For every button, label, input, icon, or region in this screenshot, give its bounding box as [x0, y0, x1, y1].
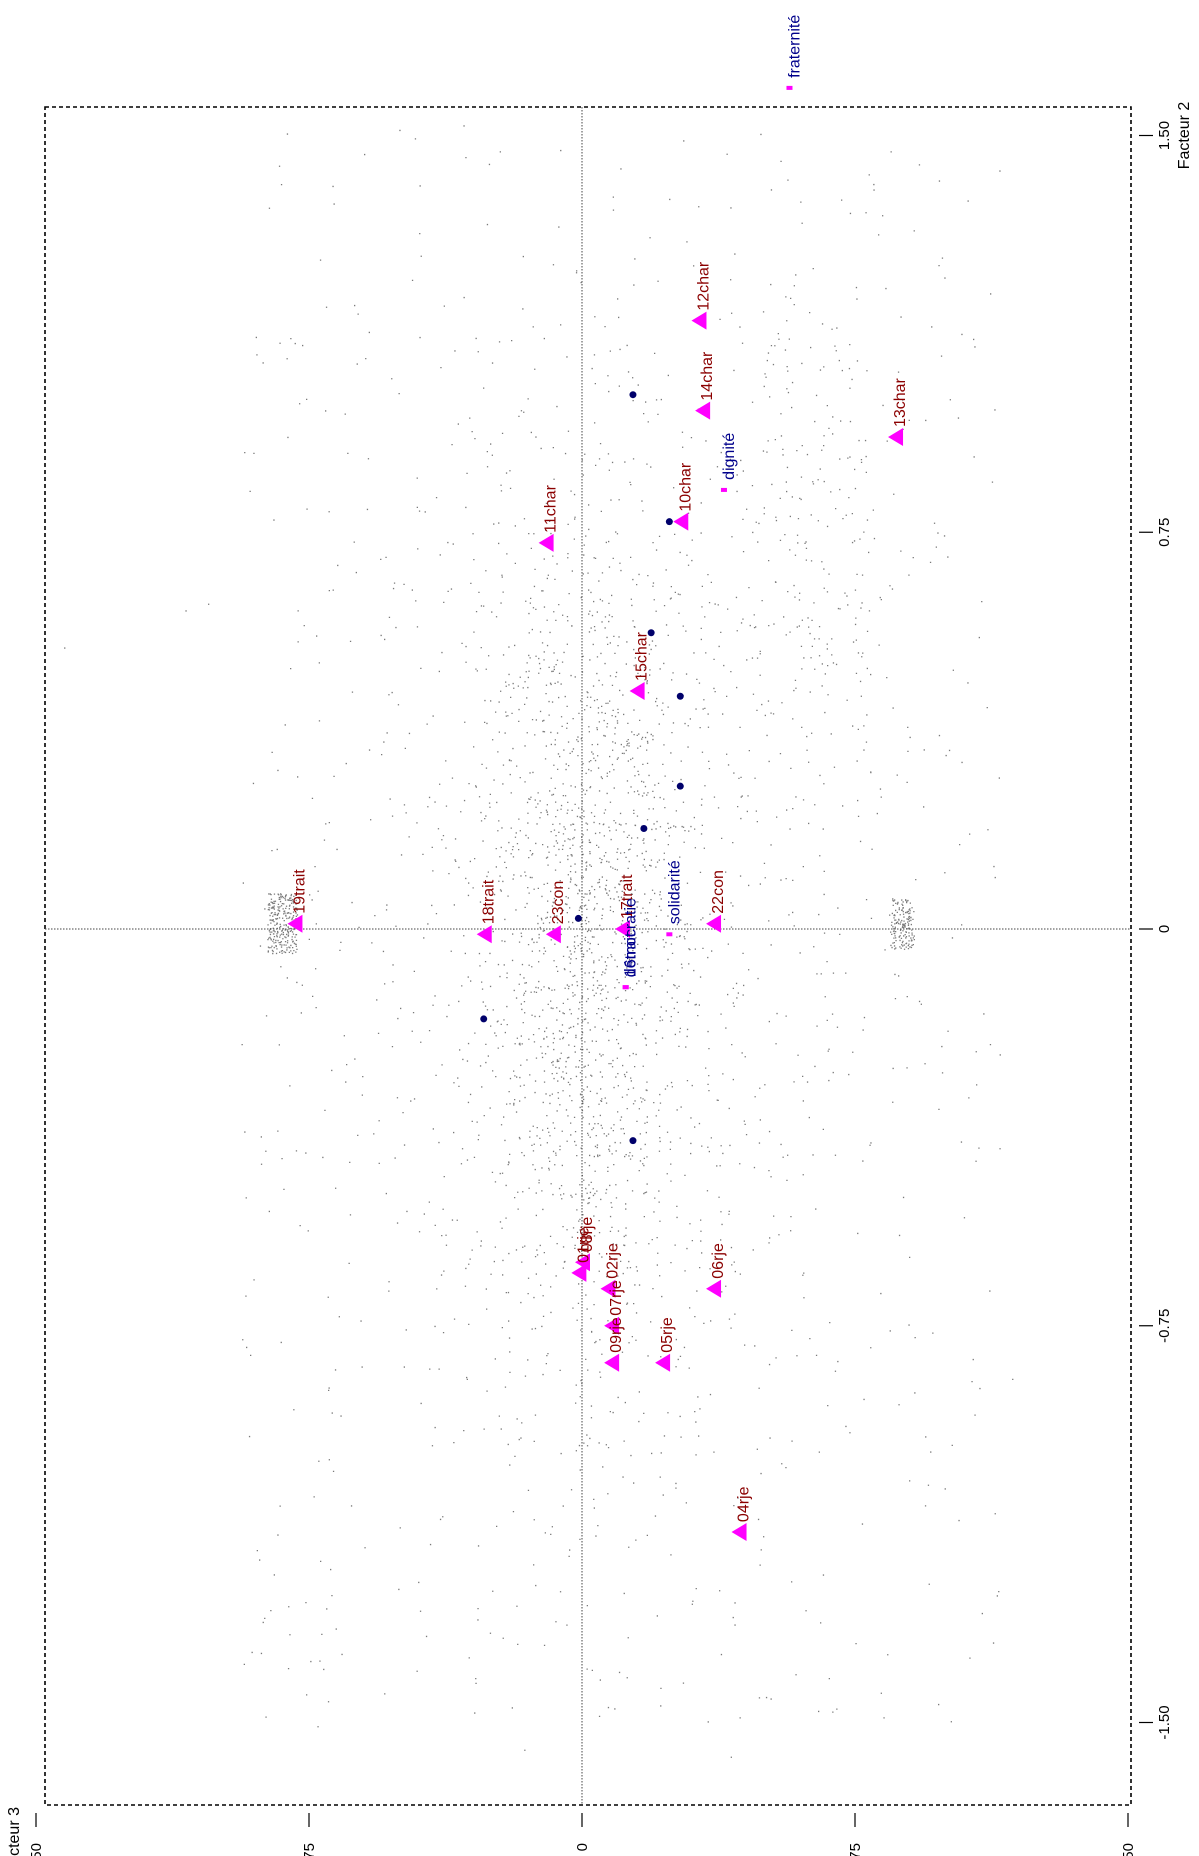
triangle-marker [691, 311, 707, 330]
dot-marker [647, 629, 655, 637]
dot-marker [640, 824, 648, 832]
triangle-marker [615, 920, 631, 938]
point-label: 12char [695, 261, 712, 311]
y-tick-label: 1.50 [28, 1843, 45, 1856]
triangle-marker [545, 925, 561, 944]
triangle-marker [655, 1353, 671, 1372]
x-tick-label: 1.50 [1156, 121, 1173, 150]
x-tick-label: 0.75 [1156, 518, 1173, 547]
data-labels: 12char 14char 13char 10char 11char 15char 19tr… [291, 15, 909, 1522]
dot-marker [574, 914, 582, 922]
dot-marker [676, 692, 684, 700]
point-label: fraternité [786, 15, 803, 78]
triangle-marker [571, 1263, 587, 1282]
point-label: 07rje [608, 1280, 625, 1316]
triangle-marker [673, 512, 689, 531]
dot-marker [480, 1015, 488, 1023]
point-label: 06rje [710, 1243, 727, 1279]
point-label: 13char [892, 377, 909, 427]
plot-frame [44, 106, 1132, 1806]
y-axis-title: Facteur 3 [6, 1807, 23, 1856]
dot-marker [676, 782, 684, 790]
triangle-marker [706, 914, 722, 933]
point-label: 17trait [619, 874, 636, 919]
point-label: 02rje [604, 1243, 621, 1279]
dot-marker [665, 518, 673, 526]
point-label: 11char [543, 484, 560, 532]
triangle-marker [538, 533, 554, 552]
point-label: 15char [634, 631, 651, 681]
triangle-marker [731, 1523, 747, 1542]
point-label: dignité [721, 433, 738, 480]
data-marks [287, 85, 904, 1542]
point-label: solidarité [666, 860, 683, 924]
y-tick-label: -1.50 [1120, 1843, 1137, 1856]
x-tick-label: 0 [1156, 925, 1173, 933]
point-label: 22con [710, 870, 727, 914]
triangle-marker [695, 401, 711, 420]
point-label: 05rje [659, 1317, 676, 1353]
point-label: 01rje [575, 1227, 592, 1263]
triangle-marker [604, 1316, 620, 1335]
point-label: 04rje [736, 1486, 753, 1522]
point-label: 14char [699, 351, 716, 401]
square-marker [622, 985, 629, 990]
square-marker [666, 932, 673, 937]
dot-marker [629, 1137, 637, 1145]
point-label: 10char [677, 462, 694, 512]
point-label: 19trait [291, 869, 308, 914]
triangle-marker [287, 914, 303, 933]
x-tick-label: -0.75 [1156, 1309, 1173, 1343]
triangle-marker [629, 681, 645, 700]
point-label: 08rje [579, 1217, 596, 1253]
reference-lines [45, 107, 1131, 1805]
triangle-marker [600, 1279, 616, 1298]
x-tick-label: -1.50 [1156, 1705, 1173, 1739]
y-tick-label: 0 [574, 1843, 591, 1851]
triangle-marker [476, 925, 492, 944]
point-label: 16trait [623, 932, 640, 977]
dot-marker [629, 391, 637, 399]
x-axis-title: Facteur 2 [1176, 102, 1193, 170]
triangle-marker [706, 1279, 722, 1298]
triangle-marker [604, 1353, 620, 1372]
point-label: 18trait [481, 879, 498, 924]
point-label: démocratie [623, 898, 640, 977]
triangle-marker [888, 428, 904, 447]
square-marker [720, 487, 727, 492]
square-marker [786, 85, 793, 90]
point-label: 23con [550, 881, 567, 925]
point-label: 09rje [608, 1317, 625, 1353]
y-tick-label: 0.75 [301, 1843, 318, 1856]
y-tick-label: -0.75 [847, 1843, 864, 1856]
